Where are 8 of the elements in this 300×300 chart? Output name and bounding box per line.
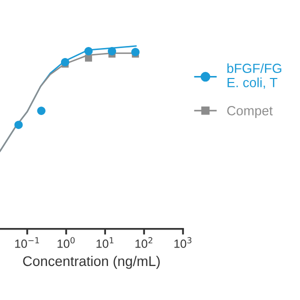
legend-label: bFGF/FG E. coli, T: [227, 63, 282, 89]
x-tick-label: 10$^{2}$: [136, 237, 152, 248]
x-axis-title: Concentration (ng/mL): [23, 256, 160, 269]
legend-label: Compet: [227, 106, 273, 118]
x-tick-label: 10$^{1}$: [96, 237, 114, 248]
x-tick-label: 10$^{−1}$: [15, 237, 39, 248]
x-tick-label: 10$^{3}$: [174, 237, 192, 248]
x-tick-label: 10$^{0}$: [58, 237, 75, 248]
